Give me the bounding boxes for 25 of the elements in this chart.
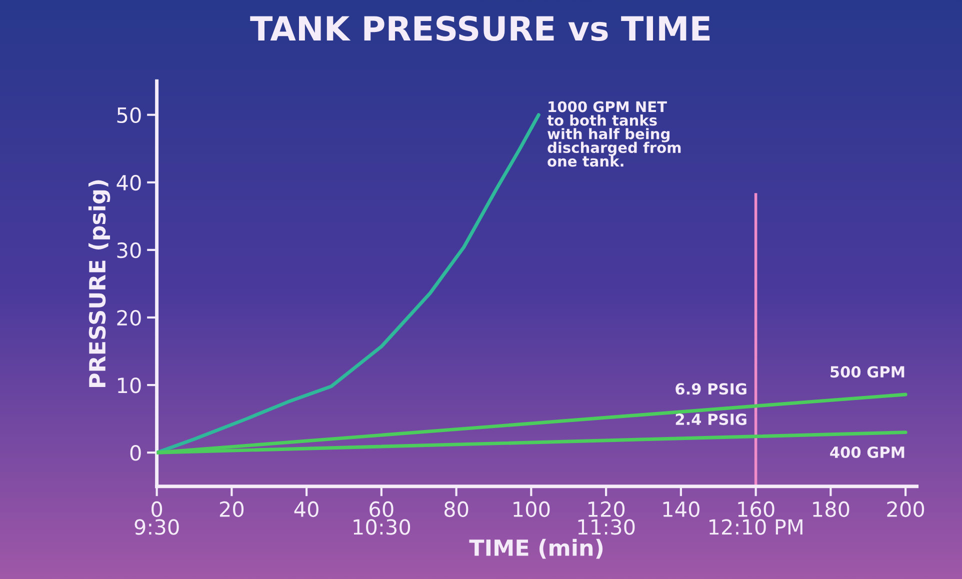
y-axis-title: PRESSURE (psig)	[88, 180, 110, 387]
y-tick-label: 20	[117, 310, 141, 326]
y-tick-label: 0	[130, 445, 141, 461]
x-tick-label: 200	[887, 501, 924, 518]
annotation: 2.4 PSIG	[676, 414, 746, 426]
x-tick-label: 0 9:30	[134, 501, 179, 535]
x-tick-label: 100	[514, 501, 550, 518]
x-tick-label: 20	[220, 501, 244, 518]
x-tick-label: 140	[663, 501, 700, 518]
chart-title: TANK PRESSURE vs TIME	[250, 16, 710, 42]
x-tick-label: 160 12:10 PM	[709, 501, 802, 535]
x-tick-label: 40	[294, 501, 318, 518]
y-tick-label: 50	[117, 107, 141, 124]
y-tick-label: 10	[118, 377, 141, 394]
y-tick-label: 40	[116, 174, 141, 191]
x-axis-title: TIME (min)	[469, 538, 603, 559]
series-label: 1000 GPM NET to both tanks with half being discharged from one tank.	[547, 101, 681, 167]
x-tick-label: 180	[813, 501, 850, 518]
x-tick-label: 120 11:30	[578, 501, 635, 535]
annotation: 6.9 PSIG	[676, 383, 746, 395]
x-tick-label: 80	[444, 501, 468, 518]
x-tick-label: 60 10:30	[354, 501, 410, 535]
series-label: 500 GPM	[830, 366, 904, 378]
y-tick-label: 30	[117, 242, 141, 258]
series-label: 400 GPM	[830, 446, 904, 458]
